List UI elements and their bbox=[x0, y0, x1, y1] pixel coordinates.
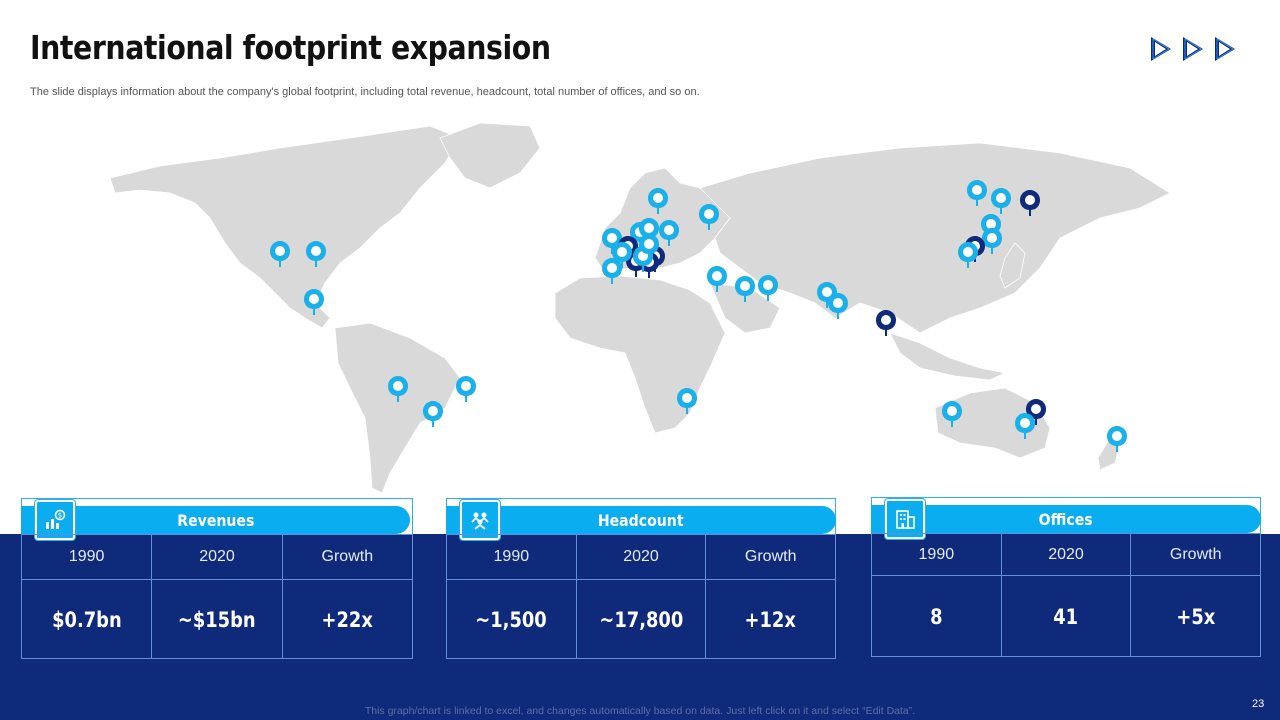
value-cell: ~1,500 bbox=[447, 580, 577, 659]
value-cell: +5x bbox=[1131, 576, 1260, 657]
value-cell: +22x bbox=[283, 580, 412, 659]
value-cell: +12x bbox=[706, 580, 835, 659]
nav-arrows bbox=[1151, 37, 1235, 61]
card-table: 1990 2020 Growth 8 41 +5x bbox=[871, 533, 1261, 657]
people-group-icon bbox=[460, 500, 500, 540]
greenland-shape bbox=[439, 122, 541, 189]
value-cell: ~17,800 bbox=[577, 580, 707, 659]
value-text: +22x bbox=[321, 607, 373, 632]
header-cell: 2020 bbox=[152, 535, 283, 579]
table-value-row: ~1,500 ~17,800 +12x bbox=[447, 580, 835, 659]
card-title-bar: Offices bbox=[871, 505, 1261, 533]
header-cell: Growth bbox=[744, 548, 797, 565]
play-arrow-icon bbox=[1151, 37, 1171, 61]
card-title: Offices bbox=[1039, 509, 1093, 529]
footer-note: This graph/chart is linked to excel, and… bbox=[364, 705, 916, 717]
revenues-card: Revenues $ 1990 2020 Growth $0.7bn ~$15b… bbox=[21, 498, 413, 659]
value-cell: $0.7bn bbox=[22, 580, 153, 659]
north-america-shape bbox=[109, 125, 461, 329]
card-table: 1990 2020 Growth $0.7bn ~$15bn +22x bbox=[21, 534, 413, 659]
value-text: $0.7bn bbox=[51, 607, 122, 632]
continents bbox=[109, 122, 1171, 494]
value-text: ~17,800 bbox=[599, 607, 683, 632]
world-map bbox=[109, 122, 1171, 494]
header-cell: 2020 bbox=[577, 535, 707, 579]
svg-text:$: $ bbox=[58, 512, 62, 520]
asia-shape bbox=[699, 142, 1171, 334]
value-cell: ~$15bn bbox=[152, 580, 283, 659]
table-value-row: $0.7bn ~$15bn +22x bbox=[22, 580, 412, 659]
value-text: ~$15bn bbox=[178, 607, 256, 632]
card-title-bar: Headcount bbox=[446, 506, 836, 534]
south-america-shape bbox=[334, 322, 461, 494]
value-text: 41 bbox=[1053, 604, 1079, 629]
header-cell: Growth bbox=[1169, 545, 1222, 563]
header-cell: Growth bbox=[321, 548, 374, 565]
headcount-card: Headcount 1990 2020 Growth ~1,500 ~17,80… bbox=[446, 498, 836, 659]
page-number: 23 bbox=[1252, 698, 1265, 710]
play-arrow-icon bbox=[1215, 37, 1235, 61]
value-text: +5x bbox=[1176, 604, 1216, 629]
value-text: ~1,500 bbox=[475, 607, 548, 632]
value-text: 8 bbox=[930, 604, 943, 629]
office-building-icon bbox=[885, 499, 925, 539]
table-header-row: 1990 2020 Growth bbox=[872, 534, 1260, 576]
header-cell: 1990 bbox=[872, 534, 1002, 575]
offices-card: Offices 1990 2020 Growth 8 41 +5x bbox=[871, 497, 1261, 658]
slide-title: International footprint expansion bbox=[30, 28, 551, 67]
card-table: 1990 2020 Growth ~1,500 ~17,800 +12x bbox=[446, 534, 836, 659]
africa-shape bbox=[554, 275, 726, 434]
card-title: Headcount bbox=[598, 510, 684, 530]
card-title: Revenues bbox=[176, 510, 255, 530]
card-title-bar: Revenues bbox=[21, 506, 410, 534]
header-cell: 1990 bbox=[22, 535, 153, 579]
table-value-row: 8 41 +5x bbox=[872, 576, 1260, 657]
slide-subtitle: The slide displays information about the… bbox=[30, 86, 700, 98]
header-cell: 1990 bbox=[447, 535, 577, 579]
southeast-asia-shape bbox=[889, 332, 1007, 381]
header-cell: 2020 bbox=[1002, 534, 1132, 575]
bottom-band bbox=[0, 534, 1280, 720]
australia-shape bbox=[934, 387, 1051, 459]
table-header-row: 1990 2020 Growth bbox=[447, 535, 835, 580]
play-arrow-icon bbox=[1183, 37, 1203, 61]
value-text: +12x bbox=[745, 607, 797, 632]
japan-shape bbox=[999, 242, 1026, 289]
value-cell: 41 bbox=[1002, 576, 1132, 657]
value-cell: 8 bbox=[872, 576, 1002, 657]
revenue-chart-icon: $ bbox=[35, 500, 75, 540]
table-header-row: 1990 2020 Growth bbox=[22, 535, 412, 580]
